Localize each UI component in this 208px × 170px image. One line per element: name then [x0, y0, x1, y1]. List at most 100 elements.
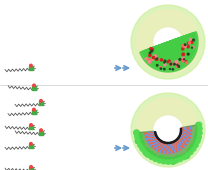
Circle shape — [155, 58, 158, 60]
Circle shape — [182, 128, 184, 130]
Circle shape — [163, 151, 165, 153]
Circle shape — [161, 140, 162, 142]
Circle shape — [166, 160, 170, 164]
Circle shape — [176, 141, 178, 143]
Circle shape — [40, 129, 42, 132]
Circle shape — [160, 67, 162, 68]
Circle shape — [192, 46, 194, 48]
Circle shape — [30, 64, 32, 67]
Circle shape — [159, 147, 161, 149]
Circle shape — [162, 141, 163, 142]
Circle shape — [175, 150, 176, 152]
Circle shape — [187, 129, 189, 131]
Circle shape — [180, 134, 181, 135]
Circle shape — [170, 63, 172, 65]
Circle shape — [189, 127, 191, 129]
Circle shape — [198, 131, 202, 135]
Circle shape — [154, 136, 156, 138]
Circle shape — [30, 124, 32, 126]
Circle shape — [160, 150, 162, 152]
Circle shape — [156, 149, 158, 151]
Circle shape — [180, 141, 182, 143]
Circle shape — [184, 44, 186, 45]
Circle shape — [182, 53, 184, 56]
Circle shape — [186, 62, 188, 64]
Circle shape — [184, 153, 189, 159]
Circle shape — [196, 137, 200, 141]
Circle shape — [184, 128, 186, 130]
Circle shape — [131, 5, 205, 79]
Circle shape — [175, 61, 178, 63]
Polygon shape — [142, 32, 196, 70]
Circle shape — [150, 139, 151, 141]
Circle shape — [168, 144, 170, 146]
Polygon shape — [144, 33, 194, 68]
Circle shape — [164, 64, 166, 66]
Bar — [29, 66, 33, 70]
Circle shape — [172, 141, 174, 143]
Circle shape — [178, 137, 179, 139]
Circle shape — [157, 144, 160, 146]
Circle shape — [164, 60, 166, 62]
Circle shape — [156, 139, 158, 141]
Circle shape — [164, 142, 166, 143]
Circle shape — [158, 147, 160, 149]
Circle shape — [155, 132, 156, 133]
Circle shape — [182, 131, 184, 133]
Circle shape — [163, 144, 165, 146]
Circle shape — [139, 144, 143, 149]
Circle shape — [153, 134, 155, 136]
Circle shape — [166, 149, 167, 151]
Polygon shape — [154, 37, 183, 57]
Circle shape — [182, 133, 183, 135]
Circle shape — [189, 129, 192, 131]
Circle shape — [144, 151, 148, 156]
Circle shape — [171, 143, 173, 146]
Circle shape — [182, 139, 184, 140]
Circle shape — [188, 136, 190, 138]
Circle shape — [183, 155, 187, 159]
Circle shape — [170, 159, 174, 164]
Circle shape — [186, 134, 188, 136]
Circle shape — [161, 146, 163, 148]
Circle shape — [152, 56, 155, 59]
Circle shape — [198, 126, 202, 131]
Circle shape — [150, 133, 152, 135]
Circle shape — [160, 59, 163, 61]
Circle shape — [169, 149, 171, 151]
Circle shape — [152, 146, 154, 148]
Circle shape — [176, 139, 177, 140]
Circle shape — [155, 134, 157, 135]
Circle shape — [33, 84, 35, 87]
Circle shape — [176, 150, 178, 151]
Circle shape — [189, 150, 193, 154]
Circle shape — [160, 140, 161, 141]
Circle shape — [164, 69, 165, 70]
Bar — [39, 131, 43, 135]
Circle shape — [181, 140, 183, 142]
Circle shape — [181, 147, 183, 149]
Circle shape — [184, 144, 186, 146]
Circle shape — [154, 116, 182, 144]
Circle shape — [182, 129, 184, 131]
Circle shape — [155, 142, 157, 144]
Circle shape — [176, 155, 181, 160]
Circle shape — [177, 64, 178, 65]
Circle shape — [177, 138, 178, 140]
Circle shape — [156, 65, 158, 66]
Circle shape — [180, 148, 181, 150]
Circle shape — [151, 141, 153, 143]
Circle shape — [179, 138, 181, 140]
Circle shape — [156, 143, 158, 145]
Circle shape — [147, 132, 149, 134]
Circle shape — [189, 147, 194, 151]
Circle shape — [172, 69, 173, 70]
Circle shape — [134, 130, 139, 135]
Circle shape — [178, 157, 183, 162]
Circle shape — [154, 141, 156, 143]
Circle shape — [182, 142, 184, 144]
Bar — [39, 101, 43, 105]
Circle shape — [197, 122, 202, 127]
Circle shape — [174, 159, 179, 163]
Circle shape — [158, 150, 160, 152]
